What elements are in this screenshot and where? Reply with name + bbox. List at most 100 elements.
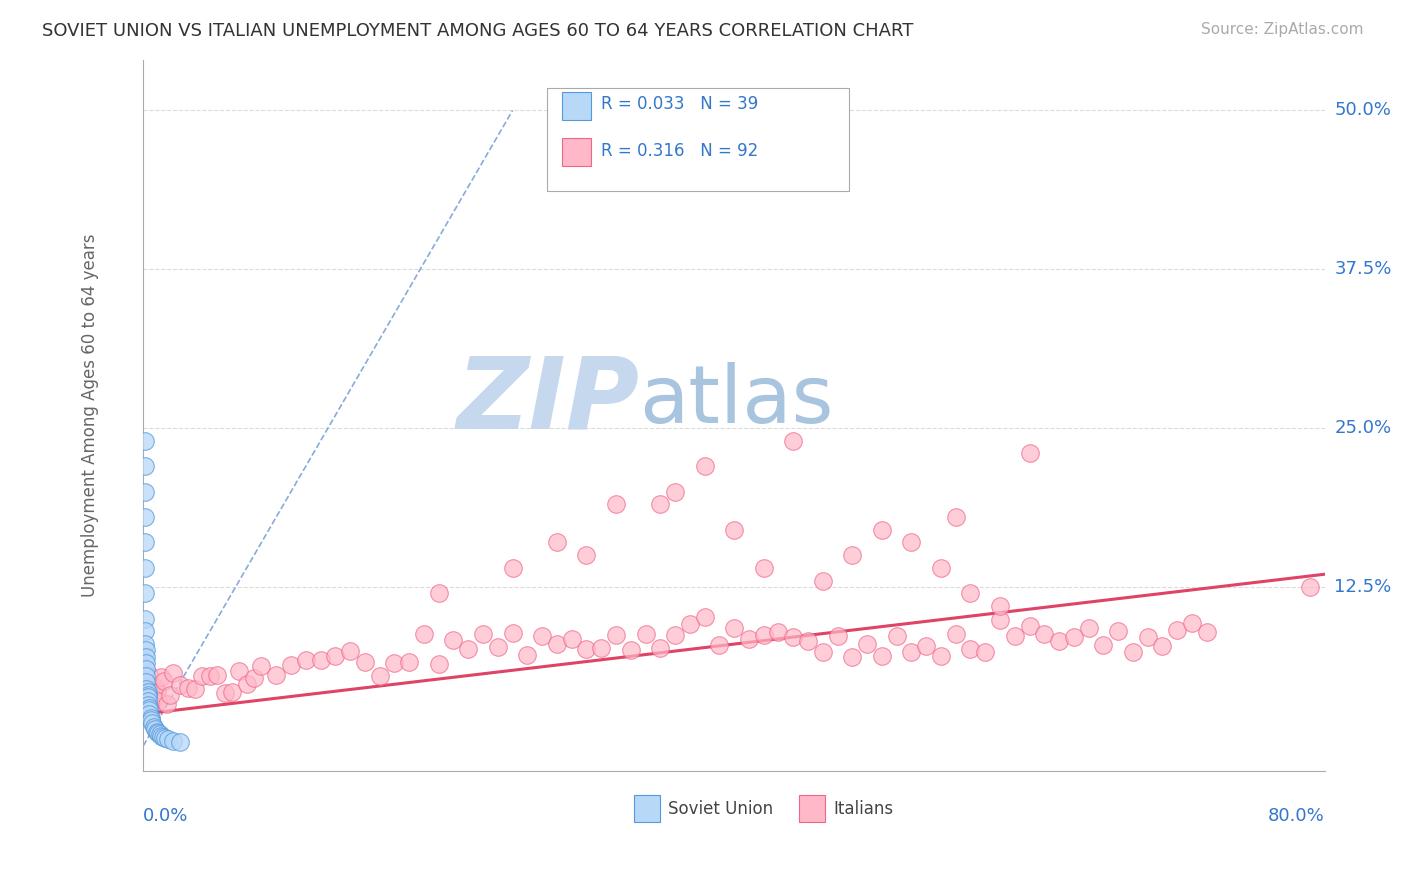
Point (974, 645, 997, 659)
Point (150, 729, 173, 743)
Point (325, 649, 347, 664)
Point (1107, 624, 1129, 639)
Point (169, 735, 191, 749)
Text: ZIP: ZIP (457, 352, 640, 450)
Point (135, 663, 157, 677)
Point (134, 637, 156, 651)
Point (945, 626, 967, 640)
Point (134, 680, 156, 694)
Point (136, 698, 159, 712)
Point (929, 561, 952, 575)
Point (191, 669, 214, 683)
Point (886, 629, 908, 643)
Point (841, 548, 863, 562)
Point (693, 609, 716, 624)
Text: 50.0%: 50.0% (1334, 102, 1391, 120)
Point (143, 680, 166, 694)
Point (1152, 639, 1174, 653)
Point (1136, 631, 1159, 645)
Point (221, 685, 243, 699)
Point (214, 686, 236, 700)
Point (134, 535, 156, 549)
Text: R = 0.033   N = 39: R = 0.033 N = 39 (600, 95, 758, 113)
Point (1018, 619, 1040, 633)
Point (768, 624, 790, 639)
Point (664, 628, 686, 642)
Text: 37.5%: 37.5% (1334, 260, 1392, 278)
Point (138, 703, 160, 717)
Point (198, 668, 221, 682)
Text: atlas: atlas (640, 362, 834, 440)
Point (605, 627, 627, 641)
Point (354, 655, 377, 669)
Point (546, 637, 568, 651)
Point (153, 674, 176, 689)
Point (900, 645, 922, 659)
Point (205, 667, 228, 681)
Point (135, 681, 157, 696)
Point (486, 640, 509, 654)
Text: 25.0%: 25.0% (1334, 419, 1392, 437)
Point (138, 700, 160, 714)
Point (184, 681, 207, 696)
Point (723, 621, 745, 635)
Point (1063, 630, 1085, 644)
Point (1018, 446, 1040, 460)
Point (811, 645, 834, 659)
Point (136, 683, 159, 698)
Point (413, 627, 436, 641)
FancyBboxPatch shape (634, 796, 659, 822)
Point (150, 669, 173, 683)
Point (841, 649, 863, 664)
Point (1047, 633, 1070, 648)
Point (169, 678, 191, 692)
Point (157, 732, 180, 747)
FancyBboxPatch shape (799, 796, 825, 822)
Point (142, 720, 165, 734)
Point (141, 715, 163, 730)
Point (443, 633, 465, 648)
Point (134, 484, 156, 499)
Point (650, 497, 672, 511)
Point (250, 659, 273, 673)
Point (143, 722, 166, 736)
Point (693, 459, 716, 474)
Point (1299, 580, 1322, 594)
Point (134, 624, 156, 639)
Point (135, 643, 157, 657)
Point (915, 639, 938, 653)
Point (782, 630, 804, 644)
Point (148, 727, 170, 741)
Point (136, 690, 159, 705)
FancyBboxPatch shape (561, 138, 591, 166)
Point (152, 730, 174, 744)
Text: 12.5%: 12.5% (1334, 578, 1392, 596)
Point (575, 642, 598, 657)
Point (141, 696, 163, 710)
Point (135, 675, 157, 690)
Point (139, 681, 162, 696)
Point (427, 657, 450, 672)
Point (516, 648, 538, 662)
Point (664, 484, 686, 499)
Point (162, 665, 184, 680)
Point (135, 649, 157, 664)
Point (384, 656, 406, 670)
Point (280, 657, 302, 672)
Point (1004, 629, 1026, 643)
Point (591, 640, 613, 655)
Point (135, 656, 157, 670)
Point (870, 648, 893, 663)
Point (134, 434, 156, 448)
Point (457, 642, 479, 657)
Point (142, 690, 165, 705)
Point (427, 586, 450, 600)
Point (134, 561, 156, 575)
Point (398, 655, 420, 669)
Point (159, 688, 181, 702)
Point (945, 510, 967, 524)
Text: Italians: Italians (834, 800, 893, 818)
Point (752, 561, 775, 575)
Point (1181, 615, 1204, 630)
Point (146, 726, 169, 740)
